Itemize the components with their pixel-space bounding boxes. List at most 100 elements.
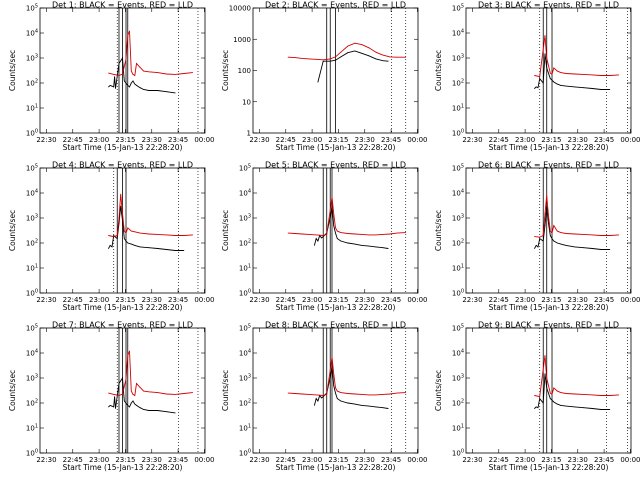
data-point-events [322,236,324,238]
data-point-lld [389,393,391,395]
y-tick-label: 103 [26,54,38,63]
series-line-lld [288,42,406,61]
data-point-events [314,405,315,406]
data-point-lld [336,230,338,232]
x-tick-label: 23:45 [381,456,401,464]
chart-title: Det 7: BLACK = Events, RED = LLD [52,321,193,330]
chart-title: Det 2: BLACK = Events, RED = LLD [265,1,406,10]
y-tick-label: 105 [452,164,464,173]
chart-panel-5: Det 5: BLACK = Events, RED = LLD 100 101 10… [221,161,428,313]
data-point-lld [396,56,398,58]
data-point-lld [583,234,584,235]
data-point-lld [183,393,185,394]
data-point-events [609,249,611,250]
data-point-events [113,86,115,88]
data-point-lld [118,217,120,219]
data-point-events [326,60,328,62]
chart-title: Det 1: BLACK = Events, RED = LLD [52,1,193,10]
x-tick-label: 22:30 [462,296,482,304]
x-tick-label: 23:15 [115,296,135,304]
data-point-events [551,238,553,240]
y-tick-label: 101 [26,104,38,113]
data-point-events [375,58,377,60]
data-point-events [347,52,349,54]
data-point-events [600,409,602,410]
data-point-lld [192,72,194,73]
x-axis-label: Start Time (15-Jan-13 22:28:20) [63,463,183,472]
data-point-events [174,412,176,414]
data-point-lld [368,234,370,236]
x-tick-label: 23:15 [115,136,135,144]
data-point-events [321,237,322,239]
data-point-lld [335,387,336,389]
data-point-events [122,377,123,379]
data-point-lld [548,215,549,217]
data-point-lld [382,54,384,56]
plot-frame [252,167,419,294]
x-tick-label: 22:30 [36,456,56,464]
data-point-events [335,392,336,394]
y-axis-label: Counts/sec [221,210,230,251]
chart-title: Det 9: BLACK = Events, RED = LLD [478,321,619,330]
y-tick-label: 105 [239,164,251,173]
data-point-lld [118,395,120,396]
x-axis-label: Start Time (15-Jan-13 22:28:20) [276,303,396,312]
data-point-lld [333,213,335,215]
data-point-lld [329,210,331,211]
data-point-lld [551,232,553,234]
data-point-events [315,238,317,240]
data-point-events [340,240,342,242]
data-point-lld [534,236,535,238]
data-point-events [336,238,338,240]
data-point-lld [315,58,317,60]
data-point-events [546,67,548,69]
data-point-lld [301,233,303,235]
data-point-lld [143,70,145,72]
y-tick-label: 103 [452,374,464,383]
data-point-lld [618,234,620,236]
plot-frame [252,327,419,454]
data-point-events [565,405,567,407]
y-tick-label: 102 [26,79,38,88]
data-point-events [125,240,127,242]
data-point-lld [174,394,176,395]
y-tick-label: 100 [26,449,38,458]
y-tick-label: 104 [452,29,464,38]
data-point-events [387,60,389,62]
x-tick-label: 00:00 [620,136,640,144]
data-point-lld [574,233,576,235]
data-point-events [317,240,319,242]
data-point-events [375,246,377,248]
data-point-lld [405,392,407,393]
data-point-events [544,373,546,374]
y-tick-label: 101 [239,264,251,273]
chart-panel-3: Det 3: BLACK = Events, RED = LLD 100 101 10… [434,1,640,153]
data-point-lld [560,232,562,234]
data-point-lld [308,394,310,395]
data-point-events [340,400,342,402]
y-axis-label: Counts/sec [8,370,17,411]
data-point-lld [127,35,129,36]
data-point-events [115,408,116,409]
x-tick-label: 23:00 [515,136,535,144]
y-axis-label: Counts/sec [221,370,230,411]
data-point-events [354,243,356,245]
data-point-events [109,85,111,86]
data-point-lld [361,234,363,235]
data-point-events [134,245,136,246]
y-tick-label: 102 [239,399,251,408]
data-point-events [534,248,535,249]
data-point-lld [565,73,567,74]
data-point-events [335,232,336,234]
y-axis-label: Counts/sec [221,50,230,91]
y-tick-label: 104 [452,189,464,198]
data-point-events [387,408,389,409]
x-tick-label: 23:00 [515,296,535,304]
data-point-lld [539,396,541,397]
data-point-events [333,225,335,226]
data-point-lld [130,230,132,232]
data-point-lld [118,75,120,76]
data-point-lld [549,230,551,232]
data-point-lld [609,395,611,396]
